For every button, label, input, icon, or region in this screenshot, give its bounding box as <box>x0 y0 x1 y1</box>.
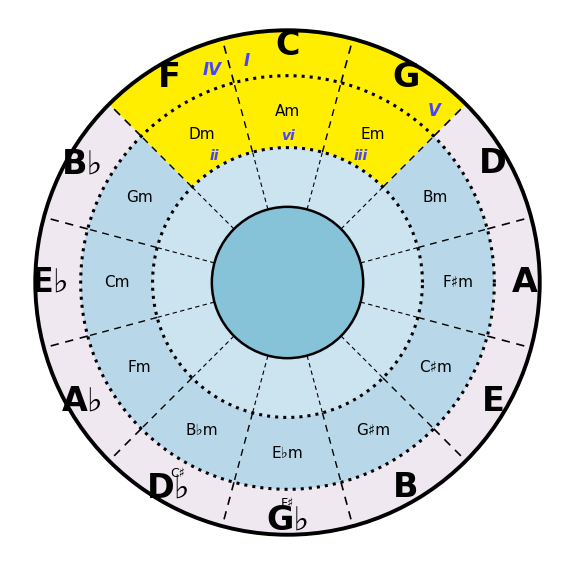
Wedge shape <box>81 229 157 336</box>
Wedge shape <box>157 302 234 378</box>
Text: Cm: Cm <box>104 275 129 290</box>
Text: Dm: Dm <box>189 127 216 142</box>
Wedge shape <box>307 152 383 229</box>
Wedge shape <box>323 82 434 187</box>
Wedge shape <box>234 413 341 489</box>
Wedge shape <box>109 429 234 526</box>
Wedge shape <box>252 147 323 210</box>
Wedge shape <box>141 82 252 187</box>
Text: Fm: Fm <box>128 360 151 376</box>
Text: A: A <box>512 266 538 299</box>
Text: D: D <box>479 147 507 180</box>
Text: B♭m: B♭m <box>186 423 218 438</box>
Wedge shape <box>418 229 494 336</box>
Text: F: F <box>158 60 181 94</box>
Text: vi: vi <box>281 129 294 143</box>
Text: D♭: D♭ <box>147 471 191 505</box>
Text: G: G <box>392 60 420 94</box>
Wedge shape <box>341 187 418 263</box>
Text: B: B <box>393 471 419 505</box>
Text: Gm: Gm <box>126 189 153 205</box>
Wedge shape <box>323 378 434 483</box>
Text: E♭m: E♭m <box>271 446 304 461</box>
Circle shape <box>212 207 363 358</box>
Wedge shape <box>307 336 383 413</box>
Text: A♭: A♭ <box>62 385 103 418</box>
Text: E: E <box>481 385 504 418</box>
Text: ii: ii <box>210 149 219 163</box>
Wedge shape <box>361 247 423 318</box>
Wedge shape <box>88 136 192 247</box>
Wedge shape <box>109 39 234 136</box>
Text: C♯: C♯ <box>170 467 185 480</box>
Wedge shape <box>341 39 466 136</box>
Text: Am: Am <box>275 104 300 119</box>
Text: C♯m: C♯m <box>419 360 452 376</box>
Text: F♯: F♯ <box>281 497 294 510</box>
Text: V: V <box>428 102 440 120</box>
Text: E♭: E♭ <box>31 266 70 299</box>
Wedge shape <box>234 76 341 152</box>
Text: C: C <box>275 29 300 62</box>
Wedge shape <box>35 217 88 348</box>
Wedge shape <box>44 104 141 229</box>
Wedge shape <box>252 355 323 418</box>
Text: IV: IV <box>202 60 221 79</box>
Wedge shape <box>341 429 466 526</box>
Wedge shape <box>341 302 418 378</box>
Wedge shape <box>383 318 487 429</box>
Wedge shape <box>222 483 353 534</box>
Wedge shape <box>434 104 531 229</box>
Wedge shape <box>141 378 252 483</box>
Text: I: I <box>243 51 250 69</box>
Text: iii: iii <box>354 149 368 163</box>
Wedge shape <box>192 152 268 229</box>
Wedge shape <box>192 336 268 413</box>
Wedge shape <box>44 336 141 461</box>
Text: G♯m: G♯m <box>356 423 390 438</box>
Text: F♯m: F♯m <box>443 275 474 290</box>
Wedge shape <box>88 318 192 429</box>
Wedge shape <box>157 187 234 263</box>
Wedge shape <box>487 217 540 348</box>
Wedge shape <box>152 247 214 318</box>
Wedge shape <box>383 136 487 247</box>
Wedge shape <box>434 336 531 461</box>
Text: G♭: G♭ <box>266 503 309 536</box>
Wedge shape <box>222 31 353 82</box>
Text: Bm: Bm <box>423 189 448 205</box>
Text: Em: Em <box>361 127 385 142</box>
Text: B♭: B♭ <box>62 147 103 180</box>
